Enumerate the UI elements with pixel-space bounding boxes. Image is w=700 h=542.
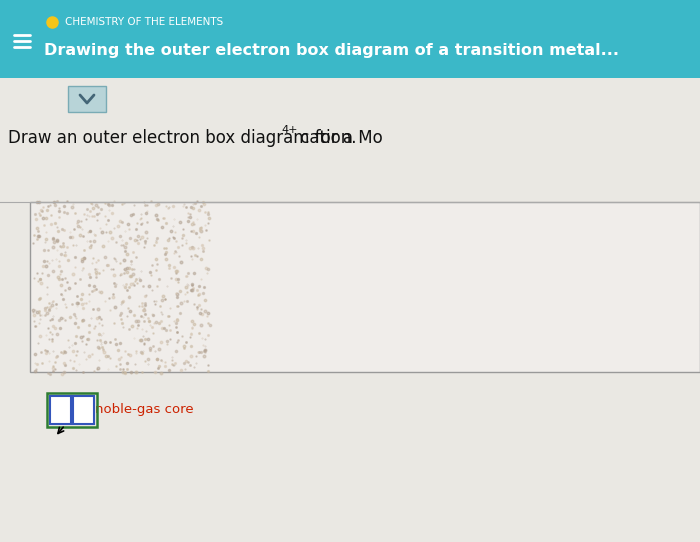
Bar [0, 0, 700, 78]
Bar [47, 393, 97, 427]
Text: CHEMISTRY OF THE ELEMENTS: CHEMISTRY OF THE ELEMENTS [65, 17, 223, 27]
Text: cation.: cation. [295, 129, 356, 147]
Text: 4+: 4+ [281, 125, 298, 135]
Text: Drawing the outer electron box diagram of a transition metal...: Drawing the outer electron box diagram o… [44, 42, 619, 57]
Text: Enter noble-gas core: Enter noble-gas core [55, 403, 194, 416]
Bar [68, 86, 106, 112]
Bar [30, 202, 700, 372]
Text: Draw an outer electron box diagram for a Mo: Draw an outer electron box diagram for a… [8, 129, 383, 147]
Bar [73, 396, 94, 424]
Bar [50, 396, 71, 424]
